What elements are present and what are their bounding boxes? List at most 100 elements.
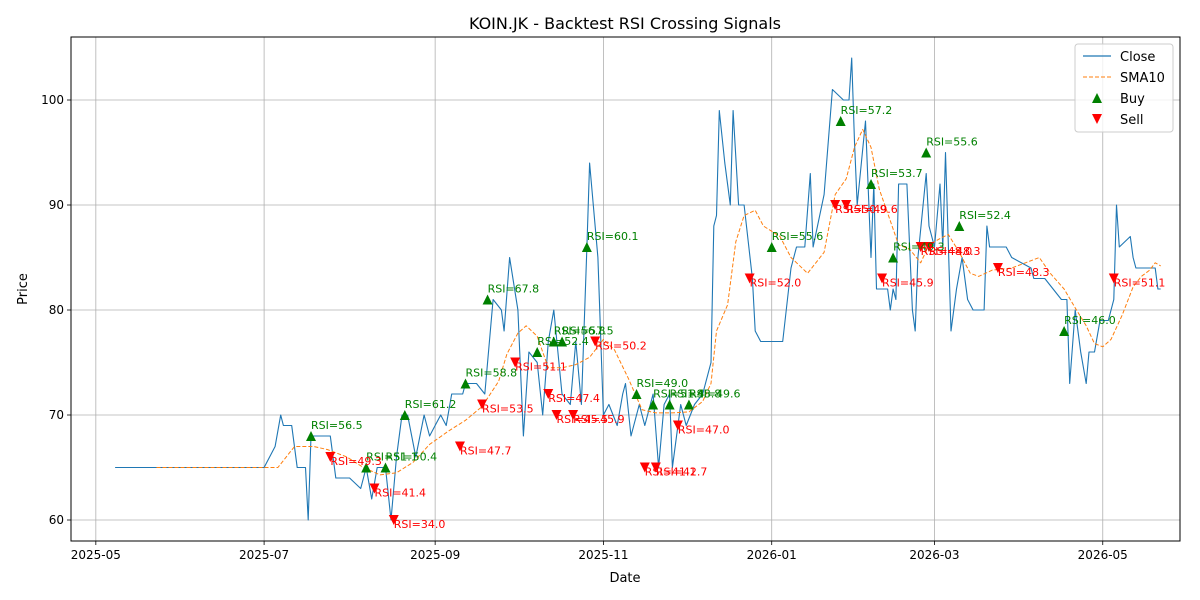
- chart-title: KOIN.JK - Backtest RSI Crossing Signals: [469, 14, 781, 33]
- buy-marker: [866, 179, 877, 189]
- x-axis: 2025-05 2025-07 2025-09 2025-11 2026-01 2026-…: [71, 541, 1128, 562]
- sell-marker: [841, 200, 852, 210]
- legend-close-label: Close: [1120, 50, 1155, 65]
- plot-area: [115, 57, 1161, 521]
- sell-rsi-label: RSI=49.6: [846, 203, 898, 216]
- legend-buy-marker: [1092, 93, 1102, 103]
- sell-marker: [454, 441, 465, 452]
- buy-marker: [648, 399, 659, 410]
- x-tick-label: 2026-03: [909, 548, 959, 562]
- buy-rsi-label: RSI=56.8: [554, 325, 606, 338]
- buy-marker: [557, 336, 568, 347]
- buy-rsi-label: RSI=56.5: [311, 419, 363, 432]
- sell-marker: [672, 420, 683, 431]
- sell-marker: [830, 200, 841, 210]
- buy-marker: [766, 242, 777, 252]
- sell-marker: [650, 462, 661, 473]
- sell-rsi-label: RSI=49.3: [330, 455, 382, 468]
- buy-marker: [835, 116, 846, 126]
- buy-rsi-label: RSI=49.3: [893, 241, 945, 254]
- buy-rsi-label: RSI=53.7: [871, 167, 923, 180]
- sell-marker: [590, 336, 601, 347]
- sell-rsi-label: RSI=41.4: [374, 487, 426, 500]
- buy-rsi-label: RSI=51.1: [366, 451, 418, 464]
- buy-rsi-label: RSI=61.2: [405, 398, 457, 411]
- x-tick-label: 2025-09: [410, 548, 460, 562]
- sell-rsi-label: RSI=41.1: [645, 466, 697, 479]
- legend-sell-marker: [1092, 114, 1102, 124]
- grid: [71, 37, 1180, 541]
- sell-marker: [388, 515, 399, 525]
- legend-box: [1074, 43, 1174, 133]
- close-price-line: [115, 57, 1161, 521]
- sell-rsi-label: RSI=51.1: [515, 361, 567, 374]
- sell-marker: [1108, 273, 1119, 284]
- sell-marker: [568, 410, 579, 420]
- buy-marker: [954, 221, 965, 231]
- buy-marker: [921, 147, 932, 158]
- buy-rsi-label: RSI=49.6: [689, 388, 741, 401]
- y-tick-label: 100: [41, 93, 64, 107]
- buy-marker: [683, 399, 694, 410]
- sell-marker: [477, 399, 488, 410]
- signal-labels: RSI=56.5RSI=51.1RSI=50.4RSI=61.2RSI=58.8…: [311, 104, 1165, 531]
- x-tick-label: 2025-07: [239, 548, 289, 562]
- buy-rsi-label: RSI=46.0: [1064, 314, 1116, 327]
- buy-marker: [399, 410, 410, 420]
- sell-rsi-label: RSI=48.3: [929, 245, 981, 258]
- buy-marker: [482, 294, 493, 305]
- buy-marker: [548, 336, 559, 347]
- buy-rsi-label: RSI=67.8: [488, 283, 540, 296]
- sell-marker: [325, 452, 336, 462]
- sell-rsi-label: RSI=52.0: [750, 277, 802, 290]
- y-tick-label: 60: [49, 513, 64, 527]
- sell-marker: [639, 462, 650, 473]
- sell-rsi-label: RSI=51.1: [1114, 277, 1166, 290]
- sell-marker: [369, 483, 380, 494]
- buy-marker: [1059, 326, 1070, 336]
- buy-rsi-label: RSI=57.2: [841, 104, 893, 117]
- buy-marker: [460, 378, 471, 389]
- buy-rsi-label: RSI=58.8: [465, 367, 517, 380]
- sell-rsi-label: RSI=45.5: [557, 413, 609, 426]
- sell-rsi-label: RSI=42.7: [656, 466, 708, 479]
- y-axis: 60 70 80 90 100: [41, 93, 71, 527]
- x-tick-label: 2026-05: [1078, 548, 1128, 562]
- y-tick-label: 90: [49, 198, 64, 212]
- x-axis-label: Date: [609, 571, 640, 586]
- sell-rsi-label: RSI=53.5: [482, 403, 534, 416]
- sell-marker: [915, 242, 926, 252]
- y-axis-label: Price: [16, 273, 31, 305]
- sell-marker: [510, 357, 521, 368]
- sell-rsi-label: RSI=34.0: [394, 518, 446, 531]
- buy-marker: [581, 242, 592, 252]
- axes-frame: [70, 36, 1181, 542]
- buy-rsi-label: RSI=51.4: [653, 388, 705, 401]
- buy-marker: [888, 252, 899, 263]
- sell-rsi-label: RSI=45.9: [882, 277, 934, 290]
- x-tick-label: 2026-01: [747, 548, 797, 562]
- buy-rsi-label: RSI=57.5: [562, 325, 614, 338]
- x-tick-label: 2025-11: [578, 548, 628, 562]
- buy-marker: [380, 462, 391, 473]
- sell-marker: [543, 389, 554, 399]
- sell-rsi-label: RSI=50.9: [835, 203, 887, 216]
- sell-marker: [992, 263, 1003, 273]
- sell-rsi-label: RSI=50.2: [595, 340, 647, 353]
- sell-rsi-label: RSI=48.3: [998, 266, 1050, 279]
- sell-marker: [744, 273, 755, 284]
- buy-marker: [532, 347, 543, 357]
- legend-buy-label: Buy: [1120, 92, 1145, 107]
- sell-rsi-label: RSI=47.4: [548, 392, 600, 405]
- sell-rsi-label: RSI=48.0: [921, 245, 973, 258]
- sma10-line: [156, 128, 1161, 476]
- sell-rsi-label: RSI=47.7: [460, 445, 512, 458]
- buy-marker: [361, 462, 372, 473]
- buy-rsi-label: RSI=55.6: [926, 136, 978, 149]
- sell-rsi-label: RSI=45.9: [573, 413, 625, 426]
- y-tick-label: 80: [49, 303, 64, 317]
- buy-marker: [664, 399, 675, 410]
- y-tick-label: 70: [49, 408, 64, 422]
